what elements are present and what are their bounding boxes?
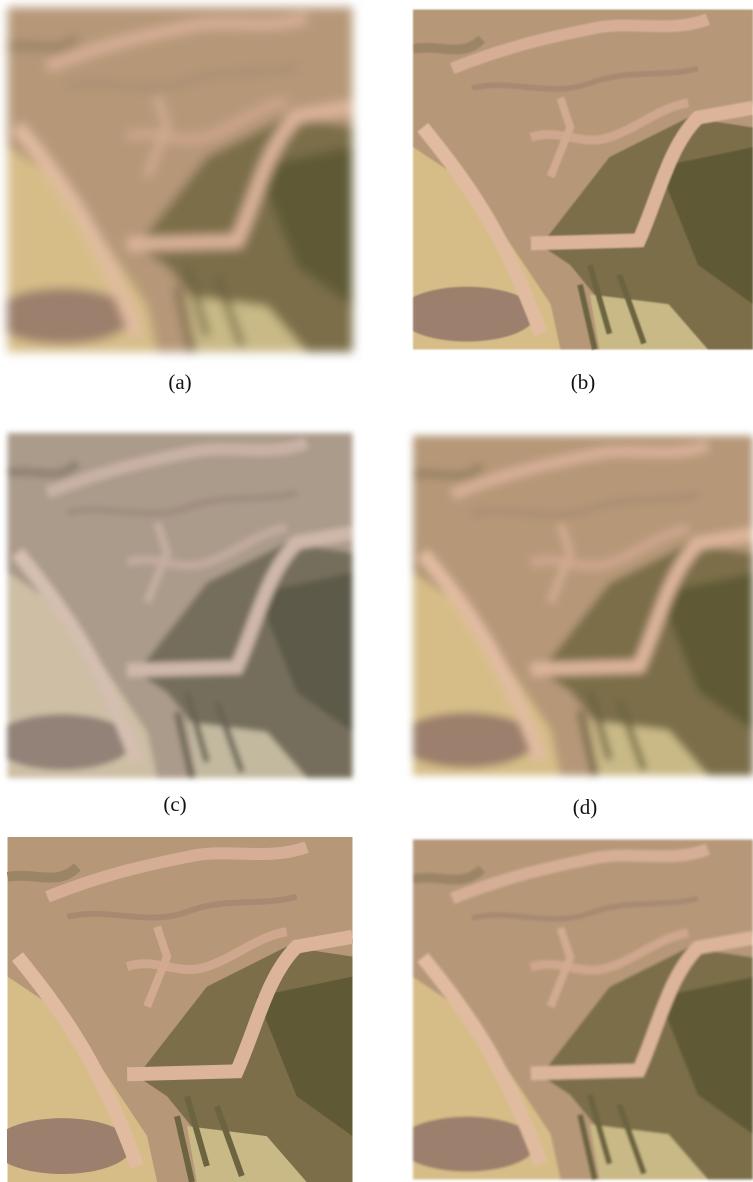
panel-label: (a) <box>168 370 191 394</box>
panel-label: (b) <box>571 370 596 394</box>
image-e <box>0 837 352 1182</box>
figure: (a) (b) (c) (d) <box>0 0 753 1182</box>
image-d <box>398 436 753 776</box>
panel-label: (c) <box>163 792 186 816</box>
panel-label: (d) <box>573 795 598 819</box>
page: (a) (b) (c) (d) (() => { const data = JS… <box>0 0 753 1182</box>
image-f <box>398 840 753 1180</box>
image-b <box>398 10 753 350</box>
image-c <box>0 433 352 778</box>
image-a <box>0 7 352 352</box>
